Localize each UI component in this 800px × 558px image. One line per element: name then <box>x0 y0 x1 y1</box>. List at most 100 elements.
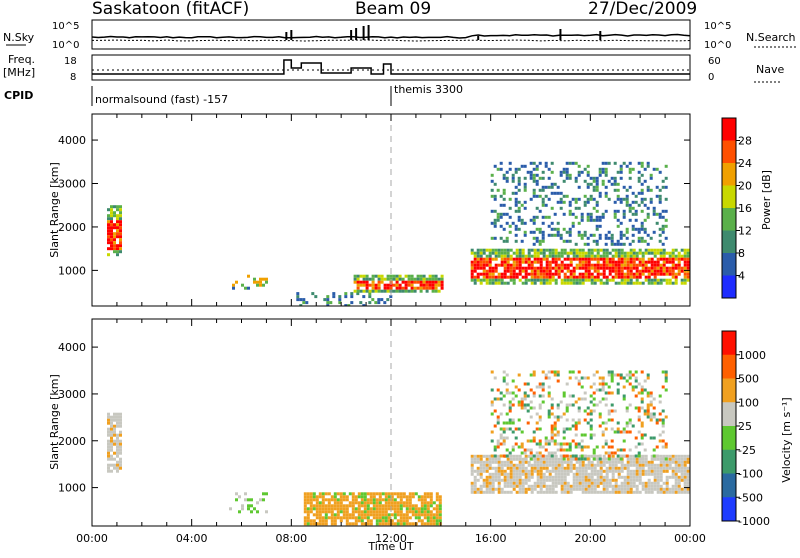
range-gate-cell <box>577 233 581 237</box>
range-gate-cell <box>641 484 645 488</box>
range-gate-cell <box>577 170 581 174</box>
range-gate-cell <box>426 495 430 499</box>
range-gate-cell <box>500 254 504 258</box>
range-gate-cell <box>586 212 590 216</box>
range-gate-cell <box>329 301 333 305</box>
range-gate-cell <box>535 179 539 183</box>
range-gate-cell <box>362 274 366 278</box>
range-gate-cell <box>326 295 330 299</box>
range-gate-cell <box>586 182 590 186</box>
range-gate-cell <box>539 263 543 267</box>
range-gate-cell <box>485 457 489 461</box>
range-gate-cell <box>559 442 563 446</box>
range-gate-cell <box>554 481 558 485</box>
range-gate-cell <box>541 385 545 389</box>
range-gate-cell <box>686 251 690 255</box>
range-gate-cell <box>575 266 579 270</box>
range-gate-cell <box>419 283 423 287</box>
range-gate-cell <box>638 463 642 467</box>
range-gate-cell <box>562 200 566 204</box>
range-gate-cell <box>538 406 542 410</box>
range-gate-cell <box>500 257 504 261</box>
range-gate-cell <box>428 277 432 281</box>
range-gate-cell <box>659 463 663 467</box>
range-gate-cell <box>677 466 681 470</box>
range-gate-cell <box>520 221 524 225</box>
range-gate-cell <box>526 382 530 386</box>
range-gate-cell <box>399 513 403 517</box>
range-gate-cell <box>614 460 618 464</box>
range-gate-cell <box>536 490 540 494</box>
range-gate-cell <box>550 170 554 174</box>
range-gate-cell <box>628 430 632 434</box>
range-gate-cell <box>550 436 554 440</box>
range-gate-cell <box>533 463 537 467</box>
range-gate-cell <box>545 484 549 488</box>
range-gate-cell <box>556 433 560 437</box>
range-gate-cell <box>506 484 510 488</box>
range-gate-cell <box>393 492 397 496</box>
range-gate-cell <box>554 454 558 458</box>
range-gate-cell <box>493 218 497 222</box>
range-gate-cell <box>511 403 515 407</box>
range-gate-cell <box>566 263 570 267</box>
range-gate-cell <box>296 292 300 296</box>
range-gate-cell <box>508 391 512 395</box>
range-gate-cell <box>551 469 555 473</box>
range-gate-cell <box>247 286 250 290</box>
range-gate-cell <box>521 490 525 494</box>
range-gate-cell <box>539 272 543 276</box>
range-gate-cell <box>590 454 594 458</box>
range-gate-cell <box>635 272 639 276</box>
range-gate-cell <box>641 263 645 267</box>
range-gate-cell <box>566 469 570 473</box>
range-gate-cell <box>527 472 531 476</box>
range-gate-cell <box>536 269 540 273</box>
range-gate-cell <box>338 301 342 305</box>
range-gate-cell <box>502 212 506 216</box>
range-gate-cell <box>435 492 439 496</box>
range-gate-cell <box>569 260 573 264</box>
range-gate-cell <box>110 448 113 452</box>
range-gate-cell <box>356 274 360 278</box>
range-gate-cell <box>506 466 510 470</box>
range-gate-cell <box>604 442 608 446</box>
range-gate-cell <box>500 275 504 279</box>
range-gate-cell <box>619 376 623 380</box>
range-gate-cell <box>598 382 602 386</box>
range-gate-cell <box>493 194 497 198</box>
range-gate-cell <box>616 188 620 192</box>
range-gate-cell <box>674 484 678 488</box>
range-gate-cell <box>626 266 630 270</box>
range-gate-cell <box>542 248 546 252</box>
range-gate-cell <box>574 454 578 458</box>
range-gate-cell <box>490 370 494 374</box>
range-gate-cell <box>598 167 602 171</box>
range-gate-cell <box>389 274 393 278</box>
range-gate-cell <box>595 370 599 374</box>
range-gate-cell <box>377 289 381 293</box>
range-gate-cell <box>577 230 581 234</box>
range-gate-cell <box>306 513 310 517</box>
range-gate-cell <box>548 263 552 267</box>
range-gate-cell <box>680 457 684 461</box>
range-gate-cell <box>482 263 486 267</box>
range-gate-cell <box>577 379 581 383</box>
range-gate-cell <box>509 478 513 482</box>
range-gate-cell <box>665 257 669 261</box>
x-tick-label: 20:00 <box>574 532 606 545</box>
range-gate-cell <box>342 495 346 499</box>
range-gate-cell <box>396 504 400 508</box>
range-gate-cell <box>581 487 585 491</box>
range-gate-cell <box>497 487 501 491</box>
range-gate-cell <box>488 254 492 258</box>
range-gate-cell <box>583 230 587 234</box>
range-gate-cell <box>527 487 531 491</box>
range-gate-cell <box>581 460 585 464</box>
range-gate-cell <box>502 227 506 231</box>
range-gate-cell <box>496 418 500 422</box>
range-gate-cell <box>563 251 567 255</box>
range-gate-cell <box>539 248 543 252</box>
range-gate-cell <box>565 382 569 386</box>
range-gate-cell <box>662 263 666 267</box>
